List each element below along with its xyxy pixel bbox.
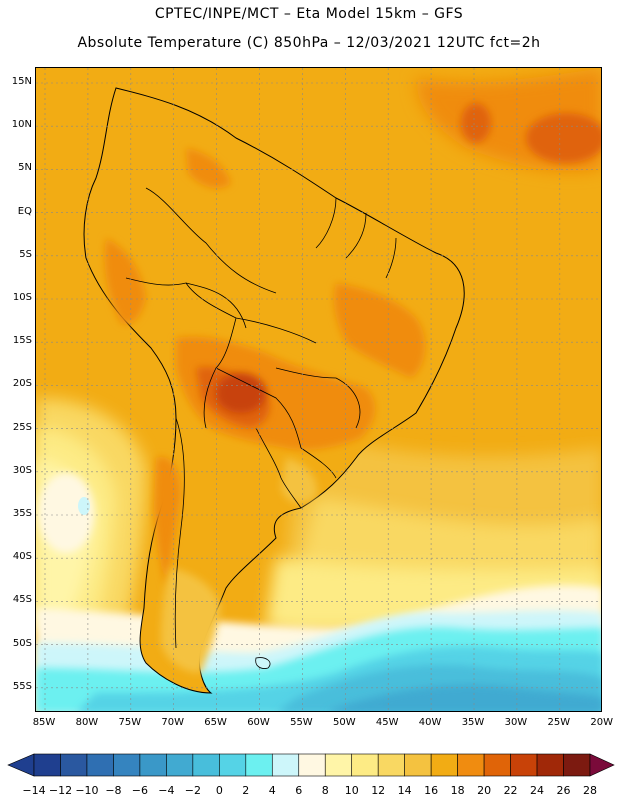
longitude-label: 20W [590,717,613,728]
latitude-label: 35S [12,508,32,519]
longitude-label: 55W [290,717,313,728]
colorbar-tick-label: 22 [503,784,518,797]
longitude-label: 75W [118,717,142,728]
colorbar-swatch [219,753,247,777]
latitude-label: EQ [17,205,32,217]
longitude-label: 70W [161,717,184,728]
colorbar-swatch [139,753,167,777]
latitude-label: 20S [12,378,32,390]
colorbar-swatch [192,753,220,777]
colorbar-swatch [60,753,88,777]
colorbar-tick-label: 18 [450,784,465,797]
colorbar-tick-label: 28 [583,784,597,797]
longitude-label: 65W [204,717,227,728]
colorbar [7,753,615,777]
latitude-label: 55S [12,680,32,692]
colorbar-over-arrow [589,753,615,777]
field-20c-andes-north [104,238,146,325]
colorbar-swatch [271,753,300,777]
colorbar-tick-label: −12 [48,784,73,797]
colorbar-swatch [113,753,141,777]
colorbar-swatch [510,753,538,777]
latitude-label: 15N [11,76,32,87]
colorbar-tick-label: −8 [105,784,122,797]
colorbar-swatch [86,753,114,777]
colorbar-tick-label: 16 [424,784,439,797]
colorbar-swatch [457,753,485,777]
colorbar-swatch [33,753,61,777]
latitude-label: 5S [19,248,32,260]
colorbar-swatch [245,753,273,777]
colorbar-swatch [404,753,432,777]
colorbar-swatch [324,753,353,777]
colorbar-tick-label: 24 [530,784,545,797]
colorbar-tick-label: −14 [22,784,46,797]
field-22c-north-atlantic-b [461,103,491,143]
latitude-label: 10N [11,119,32,131]
map-panel [35,67,602,712]
colorbar-swatch [377,753,405,777]
longitude-label: 35W [461,717,485,728]
field-20c-interior [176,336,376,450]
longitude-label: 40W [418,717,442,728]
field-20c-venezuela [186,148,231,189]
latitude-label: 5N [18,162,32,174]
colorbar-swatch [483,753,511,777]
colorbar-tick-label: −10 [75,784,99,797]
colorbar-swatch [563,753,591,777]
field-minus4c-south [330,684,601,711]
colorbar-swatch [536,753,564,777]
colorbar-tick-label: 10 [344,784,359,797]
latitude-label: 50S [12,637,32,649]
latitude-label: 30S [12,464,32,476]
field-22c-north-atlantic [526,113,601,163]
longitude-label: 50W [332,717,356,728]
latitude-label: 40S [12,551,32,563]
falkland-islands [255,657,271,669]
colorbar-tick-label: 8 [321,784,329,797]
field-20c-andes-south [154,457,181,588]
colorbar-tick-label: 26 [556,784,571,797]
colorbar-swatch [298,753,326,777]
colorbar-under-arrow [7,753,35,777]
longitude-label: 30W [504,717,528,728]
latitude-label: 45S [12,594,32,606]
longitude-label: 85W [32,717,56,728]
longitude-label: 60W [247,717,270,728]
field-20c-brazil-east [334,283,426,378]
latitude-label: 25S [12,421,32,433]
colorbar-tick-label: 6 [295,784,303,797]
colorbar-tick-label: 0 [215,784,223,797]
field-24c-chaco [216,373,266,413]
colorbar-tick-label: −6 [131,784,148,797]
field-8c-pacific [38,473,94,553]
colorbar-swatch [351,753,379,777]
longitude-label: 25W [547,717,571,728]
colorbar-tick-label: −2 [184,784,201,797]
colorbar-tick-label: 2 [242,784,250,797]
longitude-label: 45W [375,717,399,728]
colorbar-tick-label: −4 [158,784,175,797]
longitude-label: 80W [75,717,99,728]
latitude-label: 15S [12,335,32,347]
map-title-line2: Absolute Temperature (C) 850hPa – 12/03/… [77,35,541,51]
country-borders [125,187,397,649]
colorbar-swatch [430,753,458,777]
colorbar-tick-label: 12 [371,784,386,797]
field-4c-pacific-spot [78,497,90,515]
colorbar-tick-label: 14 [397,784,412,797]
map-title-line1: CPTEC/INPE/MCT – Eta Model 15km – GFS [154,6,464,22]
temperature-map [36,68,601,711]
latitude-label: 10S [12,292,32,303]
colorbar-tick-label: 4 [268,784,276,797]
colorbar-tick-label: 20 [477,784,492,797]
colorbar-swatch [166,753,194,777]
